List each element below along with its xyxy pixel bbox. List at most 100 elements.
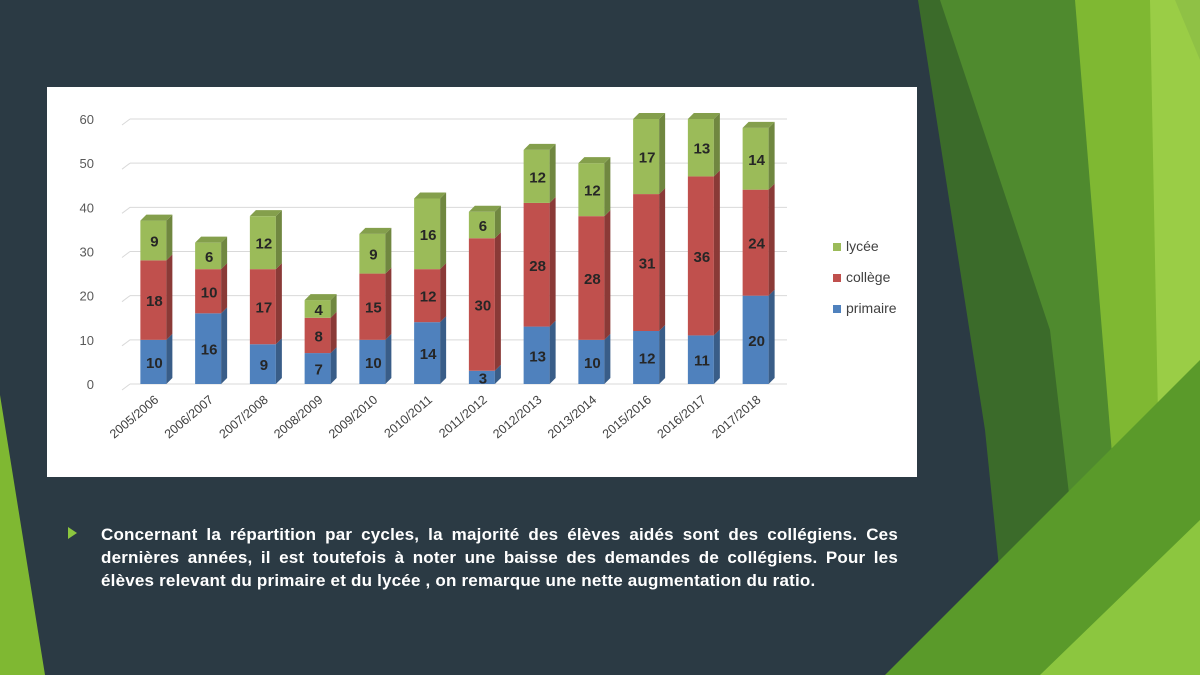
y-tick-label: 50 <box>80 156 94 171</box>
bar-segment-side <box>440 263 447 323</box>
data-label: 12 <box>639 351 656 368</box>
bar-top-cap <box>195 236 228 243</box>
bar-segment <box>304 353 331 384</box>
bar-segment-side <box>385 267 392 340</box>
x-tick-label: 2012/2013 <box>490 393 544 442</box>
deco-shape-lower-bright <box>1040 520 1200 675</box>
data-label: 3 <box>479 370 487 387</box>
bar-segment-side <box>659 113 666 195</box>
gridline-depth <box>121 251 131 258</box>
bullet-text: Concernant la répartition par cycles, la… <box>101 525 898 590</box>
data-label: 30 <box>475 298 492 315</box>
legend-swatch <box>833 243 841 251</box>
bar-segment <box>468 238 495 371</box>
bar-segment-side <box>604 333 611 384</box>
bar-segment <box>633 331 660 384</box>
y-tick-label: 20 <box>80 289 94 304</box>
bar-top-cap <box>359 227 392 234</box>
x-tick-label: 2016/2017 <box>655 393 709 442</box>
bar-top-cap <box>523 143 556 150</box>
data-label: 12 <box>256 236 273 253</box>
data-label: 31 <box>639 256 656 273</box>
x-tick-label: 2005/2006 <box>107 393 161 442</box>
bar-segment-side <box>275 338 282 384</box>
y-tick-label: 40 <box>80 200 94 215</box>
data-label: 11 <box>694 353 710 370</box>
bar-segment <box>359 339 386 384</box>
gridline-depth <box>121 206 131 214</box>
bar-segment-side <box>659 325 666 384</box>
data-label: 6 <box>205 249 213 266</box>
legend-label: collège <box>846 269 891 285</box>
data-label: 28 <box>584 271 601 288</box>
bar-segment <box>249 344 276 384</box>
data-label: 14 <box>420 346 437 363</box>
bullet-point: Concernant la répartition par cycles, la… <box>68 523 898 592</box>
bar-segment <box>468 370 495 384</box>
bar-segment <box>140 260 167 340</box>
bar-segment-side <box>166 214 173 261</box>
x-tick-label: 2017/2018 <box>709 393 763 442</box>
data-label: 6 <box>479 218 487 235</box>
x-tick-label: 2013/2014 <box>545 393 599 442</box>
x-tick-label: 2011/2012 <box>436 393 490 441</box>
bar-segment <box>742 295 769 384</box>
bar-segment <box>414 269 441 323</box>
bar-segment-side <box>385 227 392 274</box>
bar-segment <box>742 127 769 190</box>
bar-segment-side <box>166 333 173 384</box>
bar-segment <box>414 322 441 384</box>
bar-top-cap <box>742 121 775 128</box>
legend-swatch <box>833 274 841 282</box>
x-tick-label: 2015/2016 <box>600 393 654 442</box>
chart-panel: 0 10 20 30 40 50 60 10 18 9 2005/2006 16 10 6 2006/200… <box>47 87 917 477</box>
bar-segment <box>140 220 167 261</box>
bar-segment <box>195 313 222 384</box>
data-label: 10 <box>584 355 601 372</box>
bar-segment-side <box>494 364 501 384</box>
bar-segment <box>304 317 331 354</box>
y-tick-label: 10 <box>80 333 94 348</box>
data-label: 36 <box>694 249 711 266</box>
bar-top-cap <box>578 157 611 164</box>
data-label: 9 <box>369 247 377 264</box>
bar-segment-side <box>604 157 611 217</box>
bar-segment-side <box>330 311 337 354</box>
bar-segment <box>359 273 386 340</box>
data-label: 28 <box>529 258 546 275</box>
bar-segment <box>687 119 714 177</box>
gridline-depth <box>121 339 131 347</box>
data-label: 24 <box>748 236 765 253</box>
bar-segment <box>578 163 605 217</box>
gridline-depth <box>121 162 131 170</box>
y-tick-label: 30 <box>80 245 94 260</box>
bar-segment-side <box>713 113 720 177</box>
bar-segment <box>414 198 441 270</box>
bar-segment-side <box>549 320 556 384</box>
data-label: 10 <box>201 284 218 301</box>
data-label: 10 <box>365 355 382 372</box>
bar-segment-side <box>166 254 173 340</box>
data-label: 13 <box>529 348 546 365</box>
bar-segment-side <box>768 121 775 190</box>
bar-top-cap <box>633 113 666 119</box>
bar-segment-side <box>549 143 556 203</box>
bar-segment <box>304 300 331 318</box>
gridline-depth <box>121 383 131 391</box>
data-label: 10 <box>146 355 163 372</box>
bar-segment-side <box>494 232 501 371</box>
data-label: 14 <box>748 152 765 169</box>
bar-segment-side <box>275 263 282 345</box>
bar-top-cap <box>414 192 447 199</box>
bar-segment <box>195 269 222 314</box>
data-label: 9 <box>260 357 268 374</box>
legend-label: primaire <box>846 300 897 316</box>
bar-segment-side <box>275 210 282 270</box>
stacked-bar-chart: 0 10 20 30 40 50 60 10 18 9 2005/2006 16 10 6 2006/200… <box>80 112 897 442</box>
data-label: 13 <box>694 141 711 158</box>
bar-segment-side <box>221 307 228 384</box>
bar-segment <box>742 189 769 296</box>
legend-label: lycée <box>846 238 879 254</box>
data-label: 9 <box>150 233 158 250</box>
